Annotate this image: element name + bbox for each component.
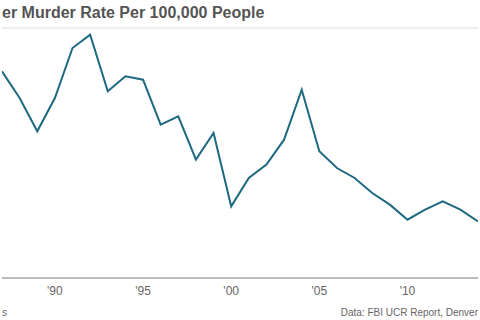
svg-text:'90: '90	[47, 284, 63, 298]
svg-text:'95: '95	[135, 284, 151, 298]
html-text:s: s	[2, 307, 7, 318]
svg-text:'05: '05	[312, 284, 328, 298]
svg-text:'00: '00	[223, 284, 239, 298]
html-text:er Murder Rate Per 100,000 Peo: er Murder Rate Per 100,000 People	[2, 4, 265, 21]
html-text:Data: FBI UCR Report, Denver: Data: FBI UCR Report, Denver	[340, 307, 478, 318]
svg-text:'10: '10	[400, 284, 416, 298]
